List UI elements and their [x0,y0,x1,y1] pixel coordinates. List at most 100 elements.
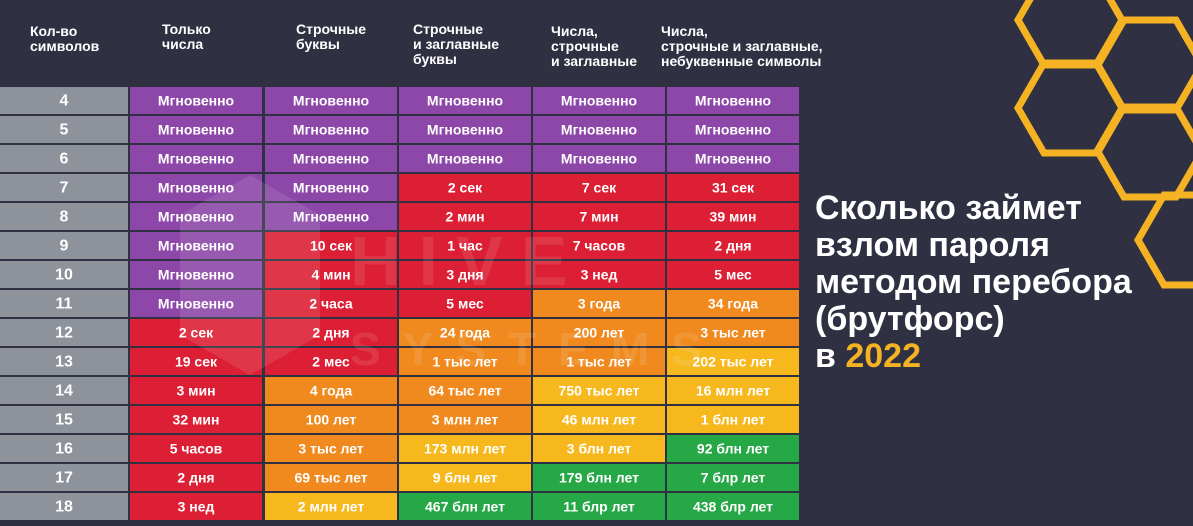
table-cell [667,87,799,114]
table-cell-text: 2 дня [177,470,214,486]
table-cell [399,406,531,433]
table-cell-text: 202 тыс лет [693,354,774,370]
row-label-cell [0,87,128,114]
table-cell-text: 179 блн лет [559,470,639,486]
table-cell [667,232,799,259]
row-label-cell [0,435,128,462]
table-cell [533,232,665,259]
table-cell-text: 7 сек [582,180,617,196]
header-all-symbols: Числа, строчные и заглавные, небуквенные… [661,23,823,69]
table-cell-text: Мгновенно [293,151,369,167]
table-cell [265,377,397,404]
table-cell-text: 3 нед [581,267,618,283]
row-label-text: 16 [55,441,73,458]
table-cell-text: Мгновенно [695,93,771,109]
table-cell [265,87,397,114]
table-cell [130,435,262,462]
row-label-cell [0,290,128,317]
table-cell [265,116,397,143]
table-cell-text: Мгновенно [158,180,234,196]
row-label-cell [0,319,128,346]
table-cell-text: 32 мин [173,412,220,428]
table-cell-text: Мгновенно [293,122,369,138]
table-cell [667,116,799,143]
table-cell [399,145,531,172]
side-title: Сколько займет взлом пароля методом перебо… [815,190,1185,375]
table-cell-text: 3 дня [446,267,483,283]
table-cell [533,290,665,317]
row-label-cell [0,348,128,375]
table-cell-text: 1 тыс лет [432,354,497,370]
row-label-cell [0,261,128,288]
table-cell-text: 19 сек [175,354,218,370]
table-cell-text: Мгновенно [158,151,234,167]
table-cell-text: 5 часов [170,441,223,457]
table-cell [533,435,665,462]
table-cell-text: 750 тыс лет [559,383,640,399]
table-cell-text: 7 мин [579,209,618,225]
side-title-text: Сколько займет взлом пароля методом перебо… [815,189,1132,375]
table-cell [399,348,531,375]
table-cell [533,464,665,491]
table-cell [265,464,397,491]
table-cell-text: 2 часа [309,296,353,312]
row-label-text: 10 [55,267,73,284]
table-cell-text: Мгновенно [158,209,234,225]
table-cell [667,464,799,491]
row-label-text: 4 [60,93,69,110]
row-label-text: 18 [55,499,73,516]
side-title-year: 2022 [845,337,921,375]
table-cell [667,174,799,201]
table-cell-text: 1 тыс лет [566,354,631,370]
table-cell-text: 34 года [708,296,758,312]
table-cell [265,203,397,230]
table-cell [667,145,799,172]
table-cell [130,87,262,114]
table-cell-text: 467 блн лет [425,499,505,515]
table-cell-text: 5 мес [714,267,752,283]
table-cell-text: 173 млн лет [424,441,506,457]
table-cell [399,261,531,288]
table-cell-text: 3 тыс лет [700,325,765,341]
table-cell-text: 2 мин [445,209,484,225]
table-cell-text: 3 нед [178,499,215,515]
row-label-cell [0,493,128,520]
table-cell-text: Мгновенно [561,122,637,138]
table-cell [533,377,665,404]
table-cell [265,145,397,172]
table-cell-text: 39 мин [710,209,757,225]
table-cell-text: 3 блн лет [567,441,632,457]
table-cell-text: Мгновенно [561,151,637,167]
table-cell [667,319,799,346]
header-lowercase: Строчные буквы [296,21,367,52]
table-cell-text: Мгновенно [293,180,369,196]
table-cell [399,87,531,114]
table-cell-text: 11 блр лет [563,499,635,515]
table-cell [130,406,262,433]
table-cell-text: 438 блр лет [693,499,773,515]
row-label-cell [0,174,128,201]
table-cell [399,319,531,346]
table-cell [399,464,531,491]
table-cell [130,116,262,143]
table-cell [399,377,531,404]
table-cell-text: Мгновенно [561,93,637,109]
table-cell-text: 5 мес [446,296,484,312]
table-cell-text: Мгновенно [695,151,771,167]
table-cell [265,348,397,375]
table-cell-text: 64 тыс лет [428,383,501,399]
row-label-cell [0,377,128,404]
table-cell-text: 2 млн лет [298,499,365,515]
table-cell [533,493,665,520]
table-cell [265,319,397,346]
table-cell [265,261,397,288]
header-nums-mixed: Числа, строчные и заглавные [551,23,638,69]
table-cell [399,174,531,201]
table-cell [130,464,262,491]
table-cell [265,290,397,317]
table-cell-text: 2 мес [312,354,350,370]
table-cell [533,203,665,230]
table-cell-text: 1 блн лет [701,412,766,428]
row-label-text: 8 [60,209,69,226]
